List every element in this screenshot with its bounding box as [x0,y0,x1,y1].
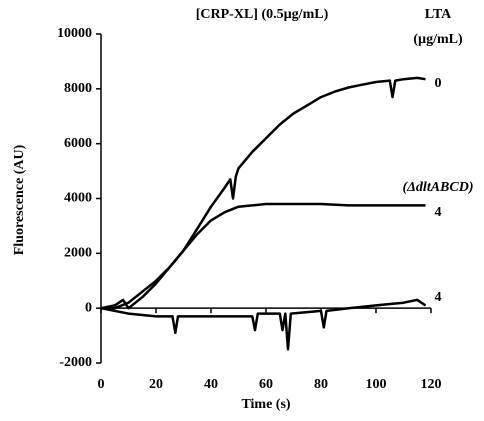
x-tick-label: 120 [421,377,442,392]
series-line [100,202,426,310]
annotation: 0 [435,76,442,91]
series-line [100,298,427,351]
annotation: 4 [435,205,442,220]
series-line [101,76,426,310]
y-tick-label: 8000 [64,81,92,96]
x-tick-label: 20 [149,377,163,392]
annotation: (ΔdltABCD) [402,180,473,195]
x-tick-label: 60 [259,377,273,392]
legend-title: LTA [425,7,452,22]
x-tick-label: 40 [204,377,218,392]
chart-title: [CRP-XL] (0.5µg/mL) [196,7,329,22]
y-tick-label: 6000 [64,136,92,151]
y-tick-label: 2000 [64,246,92,261]
legend-title: (µg/mL) [413,32,463,47]
x-tick-label: 100 [366,377,387,392]
y-tick-label: -2000 [59,355,92,370]
x-tick-label: 0 [98,377,105,392]
y-axis-label: Fluorescence (AU) [12,144,27,255]
y-tick-label: 4000 [64,191,92,206]
y-tick-label: 0 [85,300,92,315]
annotation: 4 [435,290,442,305]
y-tick-label: 10000 [57,26,92,41]
x-axis-label: Time (s) [241,397,290,412]
x-tick-label: 80 [314,377,328,392]
